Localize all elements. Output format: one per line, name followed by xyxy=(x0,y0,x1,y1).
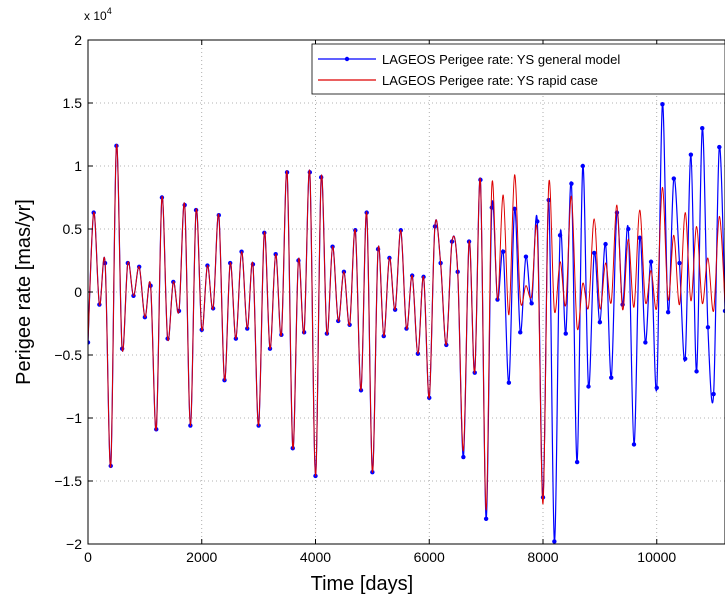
data-point xyxy=(648,259,654,264)
data-point xyxy=(688,152,694,157)
y-tick-label: 2 xyxy=(74,32,82,48)
data-point xyxy=(523,254,529,259)
y-tick-label: 1 xyxy=(74,158,82,174)
y-tick-label: −1 xyxy=(66,410,82,426)
data-point xyxy=(643,340,648,345)
y-exponent-base: x 10 xyxy=(84,9,107,23)
y-tick-label: −0.5 xyxy=(54,347,82,363)
data-point xyxy=(489,205,495,210)
data-point xyxy=(682,356,688,361)
data-point xyxy=(694,369,699,374)
data-point xyxy=(722,308,725,314)
legend-box xyxy=(311,43,725,95)
x-axis-title: Time [days] xyxy=(311,573,414,595)
data-point xyxy=(500,249,506,254)
y-tick-label: 0.5 xyxy=(63,221,83,237)
data-point xyxy=(506,380,512,385)
y-exponent-power: 4 xyxy=(107,6,112,16)
data-point xyxy=(574,459,580,465)
axis-ticks: 0 2000 4000 6000 8000 10000 −2 −1.5 −1 −0.5 0 0.5 1 1… xyxy=(54,32,676,565)
legend-marker xyxy=(344,56,350,62)
data-point xyxy=(660,102,665,107)
data-point xyxy=(557,233,563,238)
y-tick-label: 0 xyxy=(74,284,82,300)
series-line-rapid-case xyxy=(88,144,725,511)
data-point xyxy=(569,181,574,186)
legend-label: LAGEOS Perigee rate: YS rapid case xyxy=(382,73,598,88)
x-tick-label: 2000 xyxy=(186,549,217,565)
y-tick-label: 1.5 xyxy=(63,95,83,111)
x-tick-label: 10000 xyxy=(637,549,676,565)
data-point xyxy=(518,330,523,335)
data-point xyxy=(637,235,642,241)
data-point xyxy=(717,144,722,150)
y-exponent-label: x 104 xyxy=(84,6,112,23)
data-point xyxy=(563,331,568,336)
legend: LAGEOS Perigee rate: YS general model LAG… xyxy=(311,43,725,95)
data-point xyxy=(609,375,614,380)
data-point xyxy=(677,260,682,266)
data-point xyxy=(631,442,637,447)
y-tick-label: −1.5 xyxy=(54,473,82,489)
x-tick-label: 4000 xyxy=(300,549,331,565)
data-point xyxy=(700,126,705,131)
data-point xyxy=(461,454,466,460)
data-point xyxy=(591,250,597,256)
x-tick-label: 8000 xyxy=(527,549,558,565)
data-point xyxy=(88,340,91,345)
data-point xyxy=(512,206,517,212)
data-point xyxy=(711,391,716,397)
data-point xyxy=(654,385,659,390)
data-point xyxy=(626,226,631,232)
data-point xyxy=(586,384,591,389)
data-point xyxy=(529,301,534,306)
data-point xyxy=(580,163,586,169)
x-tick-label: 6000 xyxy=(414,549,445,565)
data-point xyxy=(705,325,711,330)
data-point xyxy=(665,309,671,315)
x-tick-label: 0 xyxy=(84,549,92,565)
y-tick-label: −2 xyxy=(66,536,82,552)
legend-label: LAGEOS Perigee rate: YS general model xyxy=(382,52,620,67)
y-axis-title: Perigee rate [mas/yr] xyxy=(13,199,35,385)
data-point xyxy=(483,516,489,521)
data-point xyxy=(603,241,608,247)
plot-area xyxy=(88,40,725,544)
data-point xyxy=(597,320,603,325)
data-point xyxy=(535,219,540,224)
data-point xyxy=(671,176,677,181)
series-layer xyxy=(88,102,725,544)
data-point xyxy=(552,539,557,544)
